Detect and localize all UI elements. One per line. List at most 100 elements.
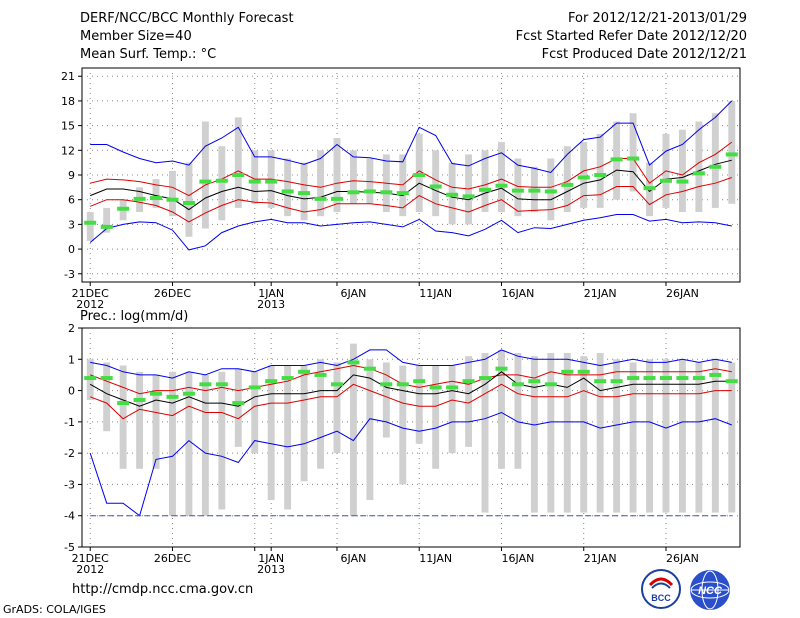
precipitation-ytick-label: -2 (64, 447, 75, 460)
forecast-start-date-label: Fcst Started Refer Date 2012/12/20 (515, 29, 747, 44)
temperature-min-line (89, 214, 732, 251)
bcc-logo-text: BCC (651, 593, 671, 603)
precipitation-spread-bar (580, 356, 588, 513)
precipitation-spread-bar (530, 356, 538, 513)
precipitation-median-marker (166, 394, 179, 399)
temperature-spread-bar (563, 146, 571, 213)
precipitation-median-marker (117, 401, 130, 406)
temperature-spread-bar (547, 158, 555, 221)
precipitation-spread-bar (152, 374, 160, 469)
temperature-ytick-label: -3 (64, 268, 75, 281)
temperature-median-marker (166, 197, 179, 202)
ncc-logo: NCC (690, 570, 730, 610)
precipitation-median-marker (199, 382, 212, 387)
precipitation-median-marker (265, 379, 278, 384)
precipitation-median-marker (133, 397, 146, 402)
precipitation-spread-bar (448, 365, 456, 454)
temperature-upper-line (90, 141, 733, 197)
temperature-median-marker (643, 186, 656, 191)
precipitation-median-marker (544, 382, 557, 387)
precipitation-median-marker (248, 385, 261, 390)
precipitation-median-marker (84, 376, 97, 381)
precipitation-xtick-label: 21JAN (584, 552, 617, 565)
precipitation-ytick-label: 2 (68, 322, 75, 335)
precipitation-mean-line (89, 371, 732, 407)
precipitation-spread-bar (646, 359, 653, 513)
temperature-median-marker (347, 190, 360, 195)
precipitation-median-marker (100, 376, 113, 381)
precipitation-spread-bar (695, 362, 703, 513)
temperature-xtick-label: 2013 (257, 298, 285, 311)
temperature-median-marker (544, 189, 557, 194)
temperature-median-marker (281, 189, 294, 194)
chart-title: DERF/NCC/BCC Monthly Forecast (80, 11, 294, 26)
precipitation-ytick-label: -3 (64, 478, 75, 491)
temperature-spread-bar (86, 212, 94, 241)
temperature-spread-bar (201, 121, 209, 229)
precipitation-spread-bar (300, 365, 308, 482)
precipitation-median-marker (511, 382, 524, 387)
temperature-mean-line (90, 159, 732, 211)
temperature-median-marker (100, 224, 113, 229)
temperature-median-marker (725, 152, 738, 157)
temperature-median-marker (627, 156, 640, 161)
precipitation-spread-bar (234, 368, 242, 447)
precipitation-spread-bar (382, 362, 390, 438)
temperature-median-marker (429, 184, 442, 189)
temperature-spread-bar (169, 170, 176, 217)
precipitation-median-marker (413, 379, 426, 384)
precipitation-ytick-label: -1 (64, 416, 75, 429)
precipitation-spread-bar (349, 343, 357, 516)
temperature-spread-bar (711, 113, 719, 208)
temperature-spread-bar (333, 137, 341, 213)
precipitation-median-marker (659, 376, 672, 381)
temperature-median-marker (314, 196, 327, 201)
precipitation-spread-bar (563, 353, 571, 513)
precipitation-spread-bar (514, 353, 522, 469)
precipitation-spread-bar (218, 371, 226, 510)
precipitation-median-marker (298, 369, 311, 374)
temperature-xtick-label: 21JAN (584, 287, 617, 300)
temperature-median-marker (561, 182, 574, 187)
precipitation-spread-bar (366, 359, 374, 501)
temperature-spread-bar (185, 162, 193, 237)
precipitation-median-marker (150, 391, 163, 396)
top-plot-frame (81, 67, 741, 283)
temperature-spread-bar (580, 142, 588, 208)
precipitation-spread-bar (136, 371, 144, 469)
temperature-median-marker (117, 206, 130, 211)
temperature-median-marker (150, 196, 163, 201)
temperature-spread-bar (695, 121, 703, 213)
source-url[interactable]: http://cmdp.ncc.cma.gov.cn (72, 582, 254, 597)
precipitation-xtick-label: 26DEC (154, 552, 191, 565)
precipitation-median-marker (692, 376, 705, 381)
temperature-spread-bar (152, 179, 160, 208)
precipitation-median-marker (232, 401, 245, 406)
temperature-median-marker (84, 220, 97, 225)
precipitation-median-marker (577, 369, 590, 374)
precipitation-spread-bar (333, 362, 341, 454)
precipitation-spread-bar (169, 371, 176, 516)
temperature-spread-bar (498, 142, 505, 213)
temperature-spread-bar (415, 133, 423, 213)
precipitation-min-line (89, 411, 732, 517)
precipitation-variable-label: Prec.: log(mm/d) (80, 309, 189, 324)
temperature-median-marker (446, 192, 459, 197)
bottom-plot-frame (81, 327, 741, 548)
temperature-xtick-label: 26DEC (154, 287, 191, 300)
precipitation-median-marker (610, 379, 623, 384)
precipitation-spread-bar (481, 353, 489, 513)
temperature-xtick-label: 26JAN (666, 287, 699, 300)
precipitation-xtick-label: 26JAN (666, 552, 699, 565)
temperature-ytick-label: 15 (61, 120, 75, 133)
temperature-median-marker (265, 179, 278, 184)
temperature-median-marker (577, 175, 590, 180)
precipitation-xtick-label: 21DEC (72, 552, 109, 565)
precipitation-spread-bar (613, 359, 621, 513)
precipitation-median-marker (528, 379, 541, 384)
precipitation-spread-bar (103, 362, 111, 432)
temperature-xtick-label: 1JAN (258, 287, 284, 300)
temperature-median-marker (182, 200, 195, 205)
precipitation-spread-bar (596, 353, 604, 513)
temperature-median-marker (380, 190, 393, 195)
